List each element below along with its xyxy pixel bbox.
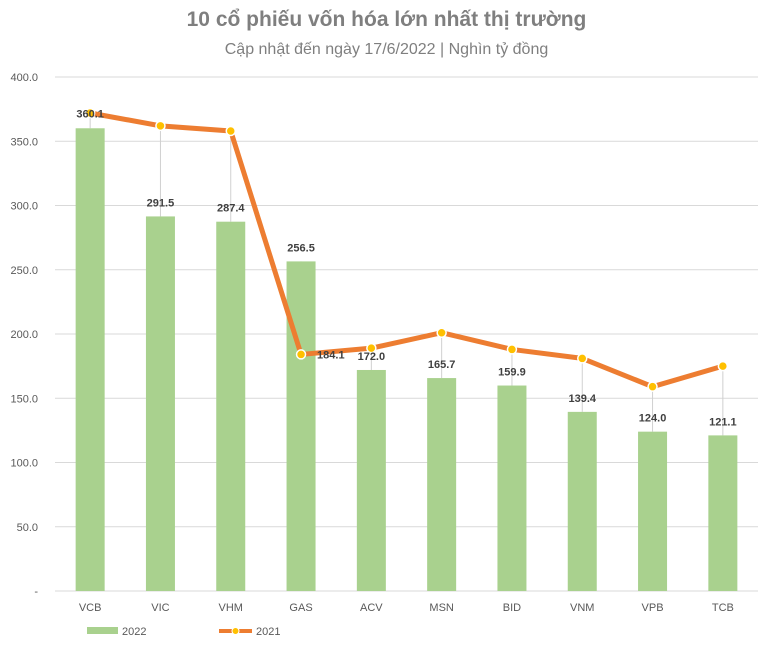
bar-tcb <box>708 435 738 591</box>
bar-data-label: 124.0 <box>639 413 667 425</box>
line-point-vcb <box>84 107 96 119</box>
bar-data-label: 165.7 <box>428 359 456 371</box>
line-point-vic <box>155 120 166 132</box>
y-tick-label: - <box>34 586 38 598</box>
y-tick-label: 50.0 <box>17 522 38 534</box>
bar-vnm <box>567 411 597 591</box>
x-tick-label: MSN <box>429 602 454 614</box>
legend-swatch-2022 <box>87 627 118 634</box>
y-tick-label: 350.0 <box>10 136 38 148</box>
chart-title: 10 cổ phiếu vốn hóa lớn nhất thị trường <box>186 8 587 31</box>
line-point-msn <box>436 327 447 338</box>
bar-vic <box>145 216 175 592</box>
line-series-2021 <box>87 110 726 390</box>
bar-data-label: 139.4 <box>568 393 596 405</box>
y-tick-label: 300.0 <box>10 201 38 213</box>
y-tick-label: 200.0 <box>10 329 38 341</box>
y-tick-label: 250.0 <box>10 265 38 277</box>
x-tick-label: VNM <box>570 602 594 614</box>
y-tick-label: 400.0 <box>10 72 38 84</box>
bar-data-label: 287.4 <box>217 203 245 215</box>
bar-data-label: 121.1 <box>709 416 737 428</box>
line-point-acv <box>366 342 377 354</box>
line-point-vpb <box>647 381 658 392</box>
x-tick-label: TCB <box>712 602 734 614</box>
bar-data-label: 172.0 <box>358 351 386 363</box>
line-point-bid <box>506 344 518 355</box>
line-point-vnm <box>577 353 588 364</box>
bar-data-label: 159.9 <box>498 367 526 379</box>
bar-vhm <box>216 221 246 592</box>
x-tick-label: VPB <box>642 602 664 614</box>
legend-label-2021: 2021 <box>256 626 280 638</box>
x-tick-label: VIC <box>151 602 169 614</box>
legend-label-2022: 2022 <box>122 626 146 638</box>
line-point-vhm <box>225 125 236 137</box>
bar-vpb <box>638 431 668 591</box>
line-point-tcb <box>717 360 729 372</box>
bar-bid <box>497 385 527 591</box>
bar-vcb <box>75 128 105 592</box>
bar-data-label: 184.1 <box>317 349 345 361</box>
y-tick-label: 100.0 <box>10 458 38 470</box>
legend-marker-2021 <box>231 627 240 635</box>
chart-subtitle: Cập nhật đến ngày 17/6/2022 | Nghìn tỷ đ… <box>224 41 549 58</box>
bar-data-label: 291.5 <box>147 197 175 209</box>
bar-acv <box>356 369 386 591</box>
x-tick-label: VHM <box>219 602 243 614</box>
y-tick-label: 150.0 <box>10 393 38 405</box>
bar-data-label: 360.1 <box>76 108 104 120</box>
bar-gas <box>286 261 316 591</box>
x-tick-label: GAS <box>289 602 312 614</box>
line-point-gas <box>295 349 307 360</box>
bar-data-label: 256.5 <box>287 242 315 254</box>
x-tick-label: VCB <box>79 602 102 614</box>
bar-msn <box>427 378 457 591</box>
x-tick-label: ACV <box>360 602 383 614</box>
x-tick-label: BID <box>503 602 521 614</box>
